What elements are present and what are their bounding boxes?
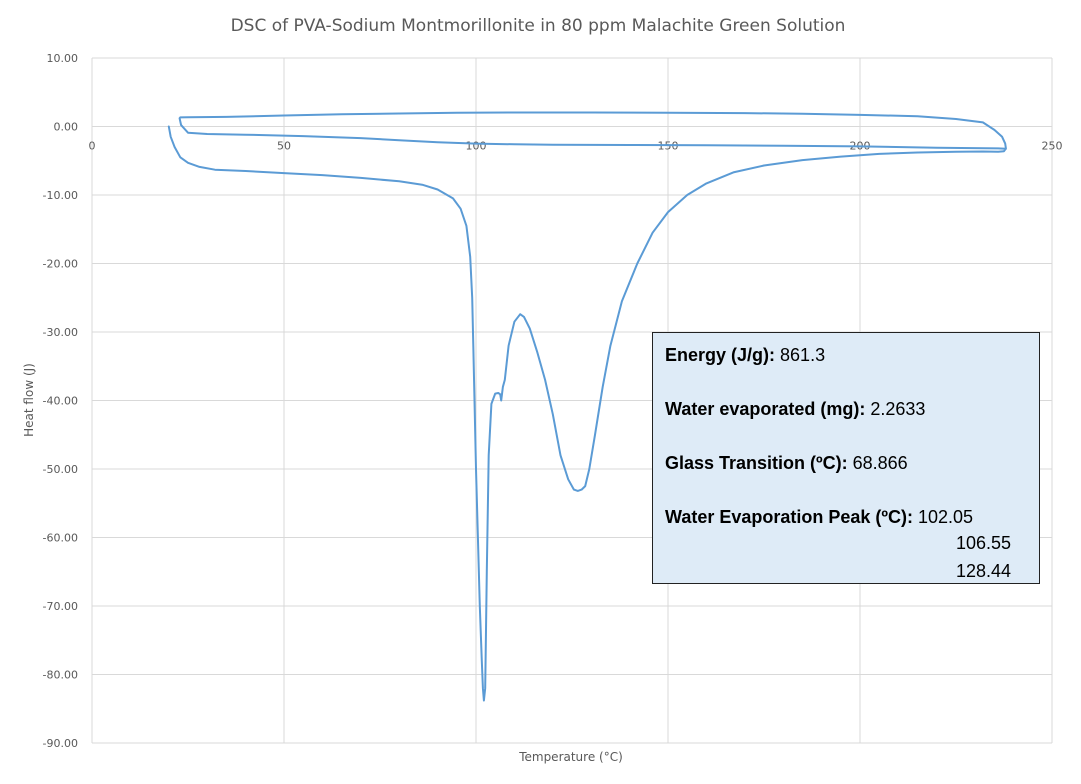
water-peak-value-2: 106.55 [956, 533, 1012, 553]
chart-title: DSC of PVA-Sodium Montmorillonite in 80 … [231, 16, 846, 36]
energy-row: Energy (J/g): 861.3 [665, 343, 1027, 397]
x-axis-label: Temperature (°C) [518, 750, 623, 764]
glass-transition-value: 68.866 [852, 453, 908, 473]
y-tick-label: -70.00 [43, 600, 78, 613]
x-tick-label: 50 [277, 140, 291, 153]
water-peak-value-1: 102.05 [917, 507, 974, 527]
energy-value: 861.3 [780, 345, 826, 365]
y-axis-label: Heat flow (J) [22, 363, 36, 437]
energy-label: Energy (J/g): [665, 345, 776, 365]
y-tick-label: -50.00 [43, 463, 78, 476]
water-evaporated-row: Water evaporated (mg): 2.2633 [665, 397, 1027, 451]
y-tick-label: -90.00 [43, 737, 78, 750]
glass-transition-label: Glass Transition (ºC): [665, 453, 848, 473]
y-tick-label: -30.00 [43, 326, 78, 339]
x-tick-label: 100 [466, 140, 487, 153]
plot-area [167, 111, 1007, 702]
y-tick-label: 0.00 [54, 121, 79, 134]
series-line [167, 111, 1007, 702]
x-tick-label: 250 [1042, 140, 1063, 153]
results-annotation-box: Energy (J/g): 861.3 Water evaporated (mg… [652, 332, 1040, 584]
water-peak-value-3: 128.44 [956, 561, 1012, 581]
y-axis-ticks: 10.00 0.00 -10.00 -20.00 -30.00 -40.00 -50.00 -… [43, 52, 78, 750]
water-evaporated-value: 2.2633 [870, 399, 926, 419]
y-tick-label: -80.00 [43, 669, 78, 682]
y-tick-label: -10.00 [43, 189, 78, 202]
water-peak-label: Water Evaporation Peak (ºC): [665, 507, 913, 527]
y-tick-label: 10.00 [47, 52, 79, 65]
x-tick-label: 0 [89, 140, 96, 153]
y-tick-label: -40.00 [43, 395, 78, 408]
x-axis-ticks: 0 50 100 150 200 250 [89, 140, 1063, 153]
y-tick-label: -60.00 [43, 532, 78, 545]
water-peak-row: Water Evaporation Peak (ºC): 102.05 106.… [665, 505, 1027, 581]
glass-transition-row: Glass Transition (ºC): 68.866 [665, 451, 1027, 505]
water-evaporated-label: Water evaporated (mg): [665, 399, 866, 419]
y-tick-label: -20.00 [43, 258, 78, 271]
